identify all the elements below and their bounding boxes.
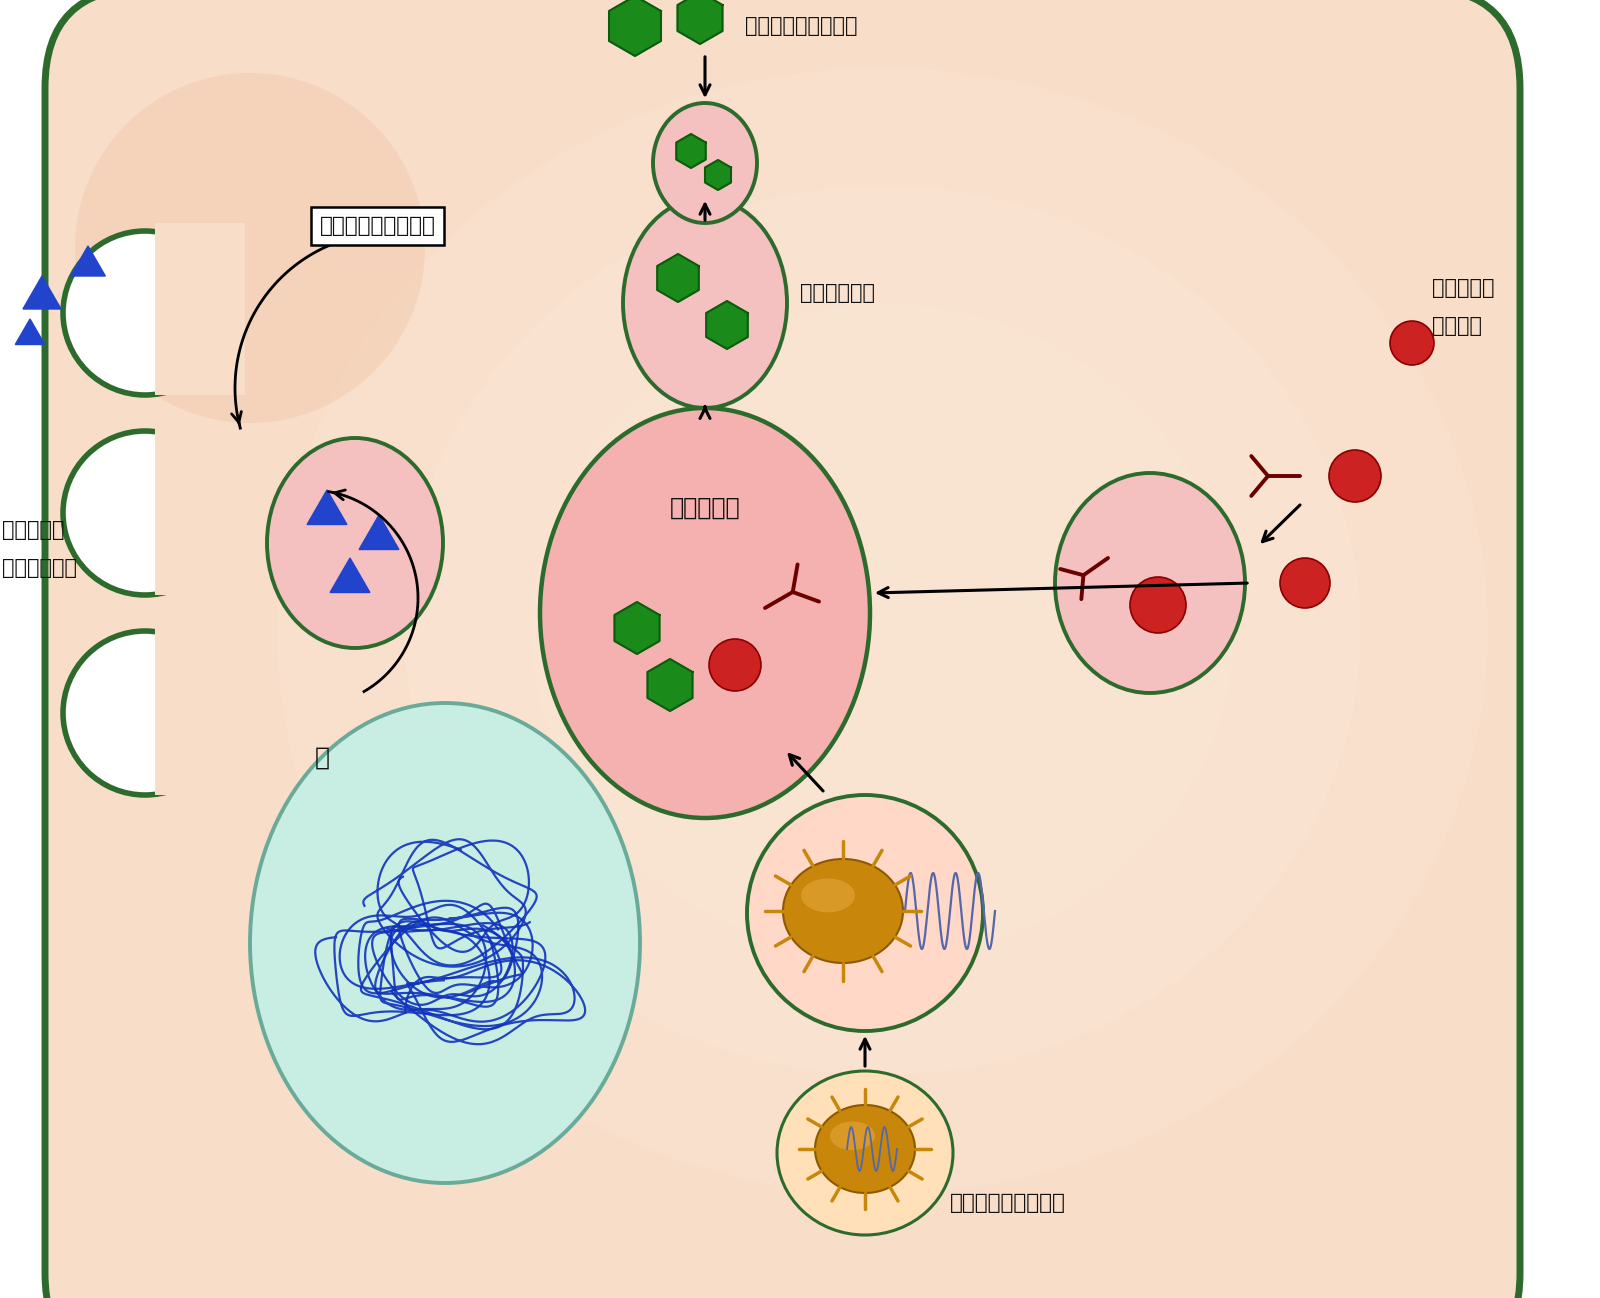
Text: 情報分子の: 情報分子の bbox=[2, 520, 64, 540]
FancyBboxPatch shape bbox=[155, 623, 245, 794]
Ellipse shape bbox=[541, 408, 870, 818]
Text: 情報分子の: 情報分子の bbox=[1432, 278, 1494, 299]
Ellipse shape bbox=[267, 437, 443, 648]
Ellipse shape bbox=[1054, 472, 1245, 693]
Text: リソソーム: リソソーム bbox=[670, 496, 741, 520]
Polygon shape bbox=[706, 301, 747, 349]
Ellipse shape bbox=[277, 67, 1488, 1193]
Polygon shape bbox=[614, 602, 659, 654]
Text: エンドサイトーシス: エンドサイトーシス bbox=[320, 215, 435, 236]
Ellipse shape bbox=[531, 305, 1234, 957]
Polygon shape bbox=[22, 276, 61, 309]
Ellipse shape bbox=[405, 186, 1360, 1075]
Ellipse shape bbox=[782, 859, 902, 963]
Polygon shape bbox=[16, 319, 45, 344]
Polygon shape bbox=[330, 558, 370, 592]
Circle shape bbox=[1280, 558, 1330, 607]
Polygon shape bbox=[677, 134, 706, 167]
Polygon shape bbox=[610, 0, 661, 56]
Text: 病原ウィルスの感染: 病原ウィルスの感染 bbox=[950, 1193, 1066, 1214]
Circle shape bbox=[62, 231, 227, 395]
Polygon shape bbox=[706, 160, 731, 190]
Ellipse shape bbox=[814, 1105, 915, 1193]
FancyBboxPatch shape bbox=[155, 423, 245, 594]
Polygon shape bbox=[358, 515, 398, 549]
Circle shape bbox=[62, 631, 227, 794]
Polygon shape bbox=[658, 254, 699, 302]
Polygon shape bbox=[677, 0, 723, 44]
Polygon shape bbox=[307, 491, 347, 524]
Polygon shape bbox=[70, 247, 106, 276]
Text: エンドソーム: エンドソーム bbox=[800, 283, 875, 302]
Polygon shape bbox=[648, 659, 693, 711]
Circle shape bbox=[1330, 450, 1381, 502]
Circle shape bbox=[1130, 578, 1186, 633]
Ellipse shape bbox=[778, 1071, 954, 1234]
Ellipse shape bbox=[75, 73, 426, 423]
Ellipse shape bbox=[802, 879, 854, 912]
Circle shape bbox=[709, 639, 762, 691]
Text: 取り込み: 取り込み bbox=[1432, 315, 1482, 336]
FancyBboxPatch shape bbox=[45, 0, 1520, 1298]
Text: 分泌サイクル: 分泌サイクル bbox=[2, 558, 77, 578]
FancyBboxPatch shape bbox=[155, 223, 245, 395]
Text: 核: 核 bbox=[315, 746, 330, 770]
Ellipse shape bbox=[653, 103, 757, 223]
Circle shape bbox=[1390, 321, 1434, 365]
Circle shape bbox=[62, 431, 227, 594]
Ellipse shape bbox=[622, 199, 787, 408]
Text: 栄養分子の取り込み: 栄養分子の取り込み bbox=[746, 16, 858, 36]
Ellipse shape bbox=[830, 1121, 875, 1150]
Ellipse shape bbox=[747, 794, 982, 1031]
Ellipse shape bbox=[250, 704, 640, 1182]
